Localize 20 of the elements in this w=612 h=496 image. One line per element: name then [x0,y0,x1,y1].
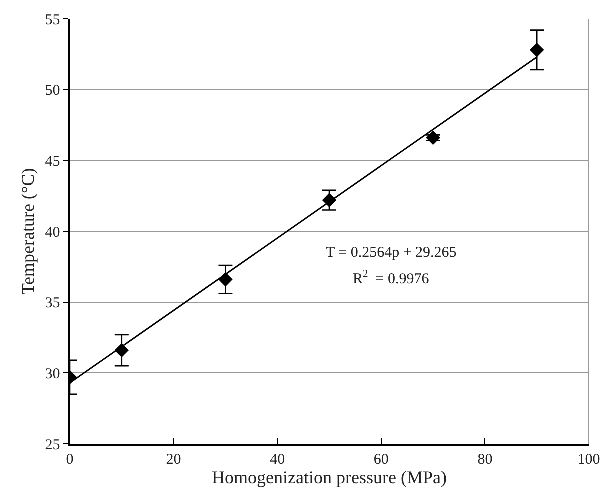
y-tick-label: 55 [45,12,60,28]
y-tick-label: 25 [45,437,60,454]
x-tick-label: 40 [270,452,286,468]
annotation: R$^{2}$ = 0.9976 [353,269,430,288]
y-tick-label: 50 [45,83,60,100]
y-tick-label: 45 [45,154,60,170]
point [426,130,440,146]
y-tick-label: 30 [45,366,60,382]
annotation: T = 0.2564p + 29.265 [326,245,457,261]
x-tick-label: 0 [66,452,74,468]
x-tick-label: 100 [578,452,600,468]
x-tick-label: 80 [478,452,493,468]
point [530,43,544,58]
x-tick-label: 20 [166,452,182,468]
x-tick-label: 60 [374,452,389,468]
y-tick-label: 40 [45,224,60,241]
y-tick-label: 35 [45,296,60,312]
point [218,272,233,287]
y-axis-title: Temperature (°C) [18,168,38,295]
x-axis-title: Homogenization pressure (MPa) [212,468,447,488]
